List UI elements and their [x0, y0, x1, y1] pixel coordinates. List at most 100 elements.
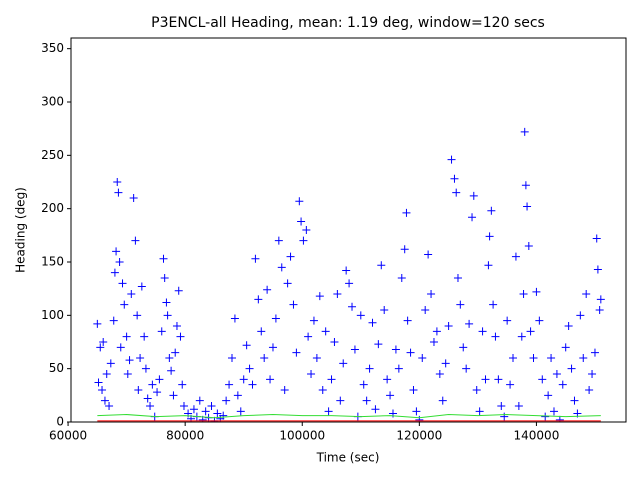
y-tick-label: 300 [41, 95, 64, 109]
point [315, 292, 324, 301]
point [136, 354, 145, 362]
point [213, 409, 222, 418]
point [487, 206, 496, 215]
point [114, 188, 123, 197]
point [159, 254, 168, 263]
point [377, 261, 386, 270]
point [506, 380, 515, 389]
point [453, 274, 462, 282]
point [171, 348, 180, 357]
point [544, 391, 553, 400]
point [153, 388, 162, 397]
point [120, 300, 129, 309]
point [102, 370, 111, 378]
point [162, 298, 171, 307]
point [236, 407, 245, 416]
point [292, 348, 301, 357]
point [588, 370, 597, 378]
point [118, 279, 127, 288]
point [519, 290, 528, 298]
point [478, 327, 487, 336]
point [521, 181, 530, 190]
point [248, 380, 257, 389]
point [552, 370, 561, 378]
point [429, 338, 438, 346]
point [339, 359, 348, 368]
point [585, 386, 594, 394]
point [134, 386, 143, 394]
point [140, 332, 149, 341]
point [307, 370, 316, 378]
point [263, 285, 272, 294]
point [207, 402, 216, 410]
point [295, 197, 304, 206]
y-tick-label: 150 [41, 255, 64, 269]
point [409, 386, 418, 394]
point [576, 311, 585, 320]
point [494, 375, 503, 384]
point [225, 380, 234, 389]
point [254, 295, 263, 304]
point [418, 354, 427, 362]
point [356, 311, 365, 320]
y-tick-label: 0 [56, 415, 64, 429]
point [157, 327, 166, 336]
point [96, 343, 105, 352]
point [99, 338, 108, 346]
point [459, 343, 468, 352]
point [260, 354, 269, 362]
point [509, 354, 518, 362]
point [475, 407, 484, 416]
point [304, 332, 313, 341]
point [165, 354, 174, 362]
point [100, 396, 109, 405]
point [468, 213, 477, 222]
point [299, 236, 308, 245]
x-tick-label: 140000 [514, 429, 560, 443]
point [535, 316, 544, 325]
point [558, 380, 567, 389]
point [465, 319, 474, 328]
point [532, 287, 541, 296]
point [172, 322, 181, 330]
point [523, 202, 532, 211]
point [324, 407, 333, 416]
axes-frame [70, 37, 627, 423]
point [561, 343, 570, 352]
point [365, 364, 374, 373]
point [593, 265, 602, 274]
point [169, 391, 178, 400]
point [435, 370, 444, 378]
y-tick-label: 50 [49, 361, 64, 375]
point [362, 396, 371, 405]
point [122, 332, 131, 341]
point [491, 332, 500, 341]
point [302, 226, 311, 234]
point [155, 375, 164, 384]
point [219, 411, 228, 420]
point [456, 300, 465, 309]
point [529, 354, 538, 362]
point [318, 386, 327, 394]
point [277, 263, 286, 272]
point [179, 402, 188, 410]
point [450, 174, 459, 183]
point [595, 306, 604, 314]
point [374, 340, 383, 349]
point [309, 316, 318, 325]
point [129, 194, 138, 202]
point [280, 386, 289, 394]
point [432, 327, 441, 336]
point [125, 356, 134, 365]
point [242, 341, 251, 350]
point [189, 405, 198, 414]
point [283, 279, 292, 288]
point [289, 300, 298, 309]
point [567, 364, 576, 373]
point [403, 316, 412, 325]
point [564, 322, 573, 330]
x-tick-label: 80000 [166, 429, 204, 443]
